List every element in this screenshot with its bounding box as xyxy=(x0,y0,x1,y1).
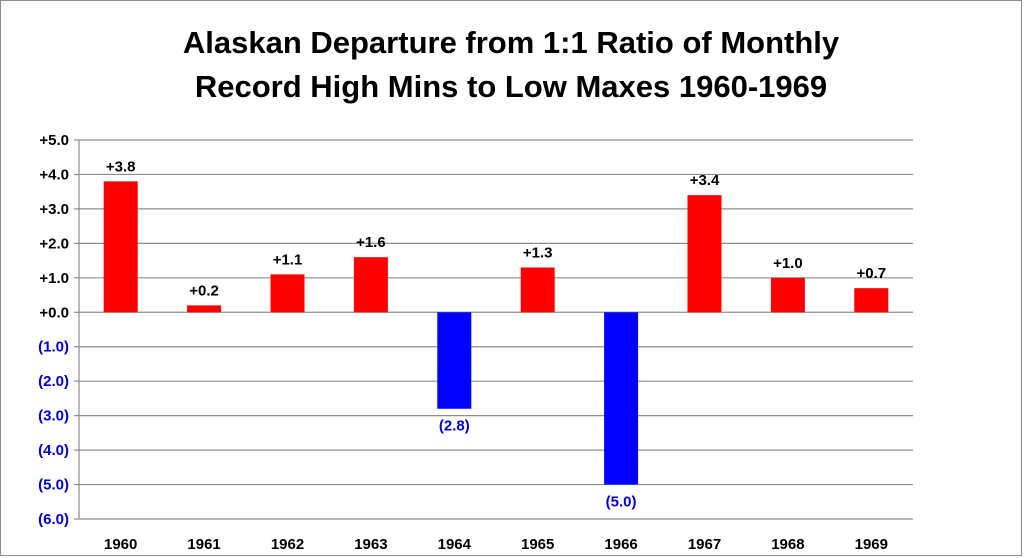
y-tick-label: (1.0) xyxy=(38,339,69,356)
bar xyxy=(270,274,305,313)
y-tick-label: (2.0) xyxy=(38,373,69,390)
bar xyxy=(187,305,222,313)
data-label: +1.0 xyxy=(773,255,803,272)
bar xyxy=(854,288,889,313)
y-tick-label: (3.0) xyxy=(38,408,69,425)
y-tick-label: (6.0) xyxy=(38,511,69,528)
y-tick-label: +3.0 xyxy=(39,201,69,218)
x-tick-label: 1964 xyxy=(438,536,472,553)
y-tick-label: +0.0 xyxy=(39,304,69,321)
chart-title: Alaskan Departure from 1:1 Ratio of Mont… xyxy=(182,25,840,104)
y-tick-label: (4.0) xyxy=(38,442,69,459)
data-label: +1.1 xyxy=(273,251,303,268)
x-tick-label: 1961 xyxy=(187,536,220,553)
data-label: +1.3 xyxy=(523,244,553,261)
x-tick-label: 1965 xyxy=(521,536,554,553)
data-label: (5.0) xyxy=(606,494,637,511)
x-tick-label: 1963 xyxy=(354,536,387,553)
y-tick-label: +4.0 xyxy=(39,166,69,183)
y-tick-label: +2.0 xyxy=(39,235,69,252)
y-tick-label: +5.0 xyxy=(39,132,69,149)
x-tick-label: 1968 xyxy=(771,536,804,553)
bar xyxy=(604,312,639,485)
bar xyxy=(103,181,138,313)
x-tick-label: 1969 xyxy=(855,536,888,553)
bar xyxy=(687,195,722,313)
data-label: (2.8) xyxy=(439,418,470,435)
bar xyxy=(520,267,555,313)
x-tick-label: 1962 xyxy=(271,536,304,553)
data-label: +3.8 xyxy=(106,158,136,175)
bar xyxy=(770,277,805,313)
data-label: +1.6 xyxy=(356,234,386,251)
x-tick-label: 1966 xyxy=(604,536,637,553)
data-label: +0.7 xyxy=(856,265,886,282)
bar xyxy=(353,257,388,313)
data-label: +3.4 xyxy=(690,172,720,189)
y-tick-label: +1.0 xyxy=(39,270,69,287)
x-tick-label: 1967 xyxy=(688,536,721,553)
data-label: +0.2 xyxy=(189,282,219,299)
bar xyxy=(437,312,472,409)
x-tick-label: 1960 xyxy=(104,536,137,553)
y-tick-label: (5.0) xyxy=(38,477,69,494)
